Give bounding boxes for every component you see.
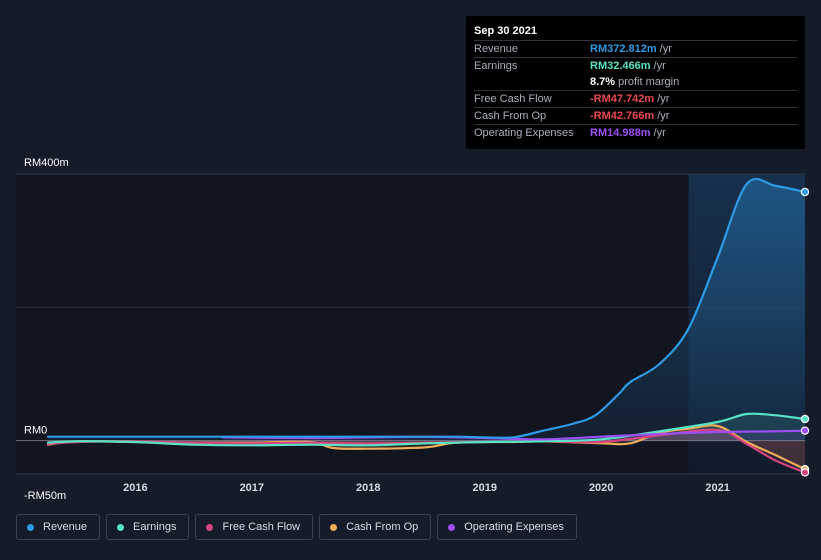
legend-dot-icon xyxy=(448,523,456,531)
x-axis-label: 2020 xyxy=(589,482,613,494)
tooltip-row-profit-margin: 8.7% profit margin xyxy=(474,74,797,91)
tooltip-value: -RM47.742m xyxy=(590,93,655,106)
y-axis-label: RM400m xyxy=(24,157,69,169)
tooltip-label: Earnings xyxy=(474,59,518,72)
tooltip-label: Cash From Op xyxy=(474,110,547,123)
series-line-earnings xyxy=(46,412,807,447)
axes: RM400m RM0 -RM50m 2016 2017 2018 2019 2020 2021 xyxy=(24,157,730,502)
legend-item-cash-from-op[interactable]: Cash From Op xyxy=(319,514,432,540)
series-endpoint-free-cash-flow xyxy=(800,468,810,477)
legend-item-operating-expenses[interactable]: Operating Expenses xyxy=(437,514,577,540)
series-line-revenue xyxy=(46,177,807,439)
tooltip-row-free-cash-flow: Free Cash Flow -RM47.742m /yr xyxy=(474,90,797,107)
tooltip-row-revenue: Revenue RM372.812m /yr xyxy=(474,40,797,57)
tooltip-label: Free Cash Flow xyxy=(474,93,552,106)
tooltip-value: -RM42.766m xyxy=(590,110,655,123)
legend-dot-icon xyxy=(27,523,34,531)
series-endpoint-revenue xyxy=(800,187,810,197)
legend-label: Revenue xyxy=(43,521,88,533)
tooltip-panel: Sep 30 2021 Revenue RM372.812m /yr Earni… xyxy=(466,16,805,149)
y-axis-label: RM0 xyxy=(24,425,47,437)
series-endpoint-operating-expenses xyxy=(800,426,810,435)
legend-label: Operating Expenses xyxy=(464,521,564,533)
series-area-revenue xyxy=(48,178,805,441)
tooltip-label: Operating Expenses xyxy=(474,126,574,139)
tooltip-unit: /yr xyxy=(659,42,672,55)
tooltip-label: Revenue xyxy=(474,42,519,55)
tooltip-row-operating-expenses: Operating Expenses RM14.988m /yr xyxy=(474,123,797,141)
x-axis-label: 2016 xyxy=(123,482,147,494)
tooltip-unit: /yr xyxy=(653,126,666,139)
tooltip-date: Sep 30 2021 xyxy=(474,25,537,37)
legend-label: Earnings xyxy=(133,521,177,533)
series-endpoint-earnings xyxy=(800,414,810,424)
legend: Revenue Earnings Free Cash Flow Cash Fro… xyxy=(16,514,583,542)
x-axis-label: 2018 xyxy=(356,482,380,494)
tooltip-value: 8.7% xyxy=(590,75,616,88)
tooltip-value: RM372.812m xyxy=(590,42,657,55)
legend-dot-icon xyxy=(330,523,338,531)
legend-item-earnings[interactable]: Earnings xyxy=(106,514,190,540)
x-axis-label: 2021 xyxy=(705,482,729,494)
tooltip-row-cash-from-op: Cash From Op -RM42.766m /yr xyxy=(474,107,797,124)
plot-area xyxy=(16,173,810,477)
tooltip-row-earnings: Earnings RM32.466m /yr xyxy=(474,56,797,74)
tooltip-value: RM32.466m xyxy=(590,59,651,72)
legend-item-revenue[interactable]: Revenue xyxy=(16,514,101,540)
legend-dot-icon xyxy=(206,523,214,531)
legend-item-free-cash-flow[interactable]: Free Cash Flow xyxy=(195,514,314,540)
tooltip-unit: /yr xyxy=(653,59,666,72)
tooltip-value: RM14.988m xyxy=(590,126,651,139)
legend-dot-icon xyxy=(117,523,125,531)
tooltip-unit: /yr xyxy=(657,93,670,106)
tooltip-unit: profit margin xyxy=(618,75,680,88)
x-axis-label: 2017 xyxy=(240,482,264,494)
legend-label: Free Cash Flow xyxy=(222,521,301,533)
legend-label: Cash From Op xyxy=(346,521,419,533)
x-axis-label: 2019 xyxy=(472,482,496,494)
tooltip-unit: /yr xyxy=(657,110,670,123)
y-axis-label: -RM50m xyxy=(24,490,66,502)
